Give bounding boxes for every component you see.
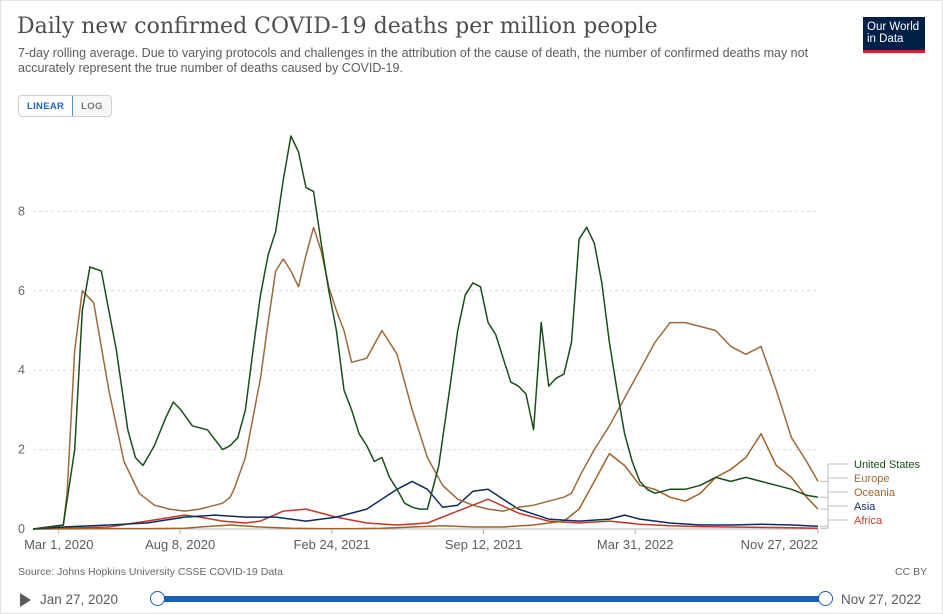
legend-connector bbox=[820, 519, 848, 529]
x-tick-label: Aug 8, 2020 bbox=[145, 537, 215, 552]
legend-label-oceania[interactable]: Oceania bbox=[854, 487, 896, 499]
y-axis-ticks: 0 2 4 6 8 bbox=[18, 204, 25, 536]
scale-toggle: LINEAR LOG bbox=[18, 95, 112, 117]
legend-label-united-states[interactable]: United States bbox=[854, 459, 921, 471]
x-tick-label: Mar 1, 2020 bbox=[24, 537, 93, 552]
owid-logo[interactable]: Our World in Data bbox=[863, 17, 925, 53]
legend-label-asia[interactable]: Asia bbox=[854, 501, 876, 513]
chart-subtitle: 7-day rolling average. Due to varying pr… bbox=[18, 46, 809, 75]
y-tick-label: 8 bbox=[18, 204, 25, 218]
series-line-oceania[interactable] bbox=[32, 432, 819, 530]
y-tick-label: 2 bbox=[18, 443, 25, 457]
logo-line-2: in Data bbox=[867, 33, 904, 45]
timeline-start-date: Jan 27, 2020 bbox=[40, 592, 119, 607]
legend-connector bbox=[820, 477, 848, 482]
x-tick-label: Mar 31, 2022 bbox=[597, 537, 674, 552]
series-line-asia[interactable] bbox=[32, 480, 819, 530]
x-tick-label: Feb 24, 2021 bbox=[294, 537, 371, 552]
legend-label-europe[interactable]: Europe bbox=[854, 473, 889, 485]
license-link[interactable]: CC BY bbox=[895, 566, 928, 578]
source-note[interactable]: Source: Johns Hopkins University CSSE CO… bbox=[18, 566, 283, 578]
legend-label-africa[interactable]: Africa bbox=[854, 515, 883, 527]
timeline-start-handle[interactable] bbox=[150, 591, 165, 606]
series-line-europe[interactable] bbox=[32, 226, 819, 530]
x-axis-ticks: Mar 1, 2020 Aug 8, 2020 Feb 24, 2021 Sep 12… bbox=[24, 529, 819, 552]
series-line-united-states[interactable] bbox=[32, 135, 819, 530]
y-tick-label: 4 bbox=[18, 363, 25, 377]
timeline-end-date: Nov 27, 2022 bbox=[841, 592, 922, 607]
gridlines bbox=[33, 210, 818, 530]
legend: United States Europe Oceania Asia Africa bbox=[820, 459, 921, 529]
chart-title: Daily new confirmed COVID-19 deaths per … bbox=[17, 14, 658, 39]
logo-line-1: Our World bbox=[867, 21, 920, 33]
series-line-africa[interactable] bbox=[32, 498, 819, 530]
legend-connector bbox=[820, 505, 848, 527]
y-tick-label: 6 bbox=[18, 284, 25, 298]
timeline-selected-range[interactable] bbox=[157, 596, 825, 602]
play-icon[interactable] bbox=[20, 593, 31, 607]
y-tick-label: 0 bbox=[18, 522, 25, 536]
series-lines bbox=[32, 135, 819, 530]
log-scale-button[interactable]: LOG bbox=[73, 96, 111, 116]
timeline-end-handle[interactable] bbox=[818, 591, 833, 606]
x-tick-label: Sep 12, 2021 bbox=[445, 537, 522, 552]
logo-accent-bar bbox=[863, 50, 925, 53]
linear-scale-button[interactable]: LINEAR bbox=[18, 96, 74, 116]
x-tick-label: Nov 27, 2022 bbox=[741, 537, 818, 552]
legend-connector bbox=[820, 491, 848, 510]
